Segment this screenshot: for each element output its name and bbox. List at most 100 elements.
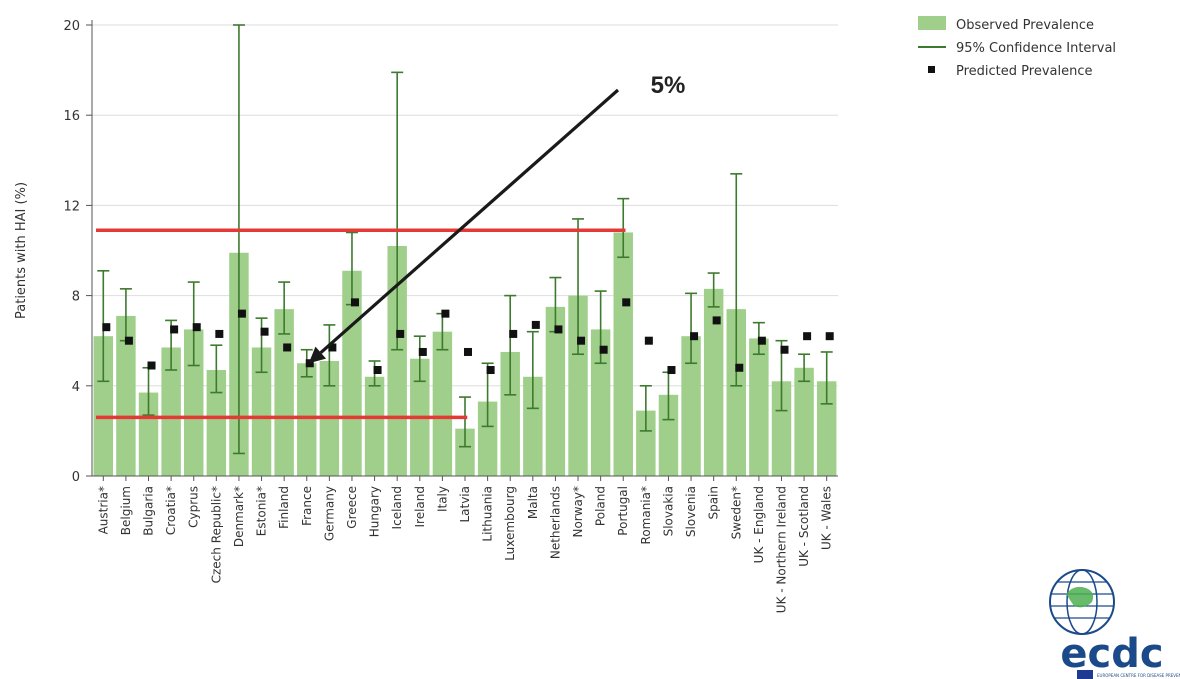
predicted-point-27: [712, 316, 721, 325]
x-tick-label: Hungary: [368, 486, 382, 537]
x-tick-label: Portugal: [616, 486, 630, 536]
x-tick-label: France: [300, 486, 314, 526]
bar-5: [206, 370, 227, 476]
bar-24: [636, 410, 656, 476]
legend-swatch-point: [928, 66, 935, 73]
gridlines: [92, 24, 838, 387]
bar-23: [613, 232, 633, 476]
predicted-point-7: [260, 327, 269, 336]
bar-26: [681, 336, 701, 476]
arrow-head: [308, 346, 327, 364]
axes: 0 4 8 12 16 20 Patients with HAI (%) Austria* Be…: [14, 19, 838, 613]
x-tick-label: Germany: [322, 486, 336, 541]
predicted-point-19: [531, 320, 540, 329]
predicted-point-11: [350, 298, 359, 307]
predicted-point-22: [599, 345, 608, 354]
bar-3: [161, 347, 181, 476]
predicted-point-21: [577, 336, 586, 345]
y-axis-label: Patients with HAI (%): [14, 182, 29, 319]
x-tick-label: Malta: [526, 486, 540, 519]
globe-meridian: [1066, 569, 1098, 635]
x-tick-label: Bulgaria: [142, 486, 156, 536]
bar-29: [749, 338, 769, 476]
x-tick-label: Luxembourg: [503, 486, 517, 561]
confidence-intervals: [97, 24, 833, 455]
legend-label: Predicted Prevalence: [956, 64, 1092, 79]
x-tick-label: UK - Wales: [820, 486, 834, 550]
predicted-point-4: [192, 323, 201, 332]
x-tick-label: UK - Scotland: [797, 486, 811, 567]
predicted-points: [102, 298, 834, 375]
legend-swatch-bar: [918, 16, 946, 30]
legend-label: Observed Prevalence: [956, 18, 1094, 33]
bar-1: [116, 315, 136, 476]
x-tick-label: Spain: [707, 486, 721, 520]
bar-31: [794, 367, 814, 476]
bar-25: [658, 394, 679, 476]
bar-2: [138, 392, 159, 476]
y-tick-label: 20: [63, 19, 80, 34]
bar-12: [364, 376, 385, 476]
x-tick-label: Estonia*: [255, 486, 269, 536]
predicted-point-16: [464, 347, 472, 356]
y-tick-label: 16: [63, 109, 80, 124]
x-tick-label: Denmark*: [232, 486, 246, 547]
predicted-point-6: [237, 309, 246, 318]
legend-label: 95% Confidence Interval: [956, 41, 1116, 56]
callout-label: 5%: [651, 72, 686, 99]
x-tick-label: Finland: [277, 486, 291, 529]
predicted-point-24: [644, 336, 653, 345]
legend: Observed Prevalence 95% Confidence Interv…: [918, 16, 1116, 79]
predicted-point-3: [170, 325, 179, 334]
predicted-point-29: [757, 336, 766, 345]
predicted-point-15: [441, 309, 450, 318]
eu-flag-icon: [1077, 670, 1093, 679]
bar-18: [500, 351, 520, 476]
logo-tagline: EUROPEAN CENTRE FOR DISEASE PREVENTION A…: [1097, 673, 1180, 678]
predicted-point-32: [825, 332, 834, 341]
x-tick-label: Norway*: [571, 486, 585, 538]
y-tick-label: 0: [72, 470, 80, 485]
predicted-point-10: [328, 343, 337, 352]
predicted-point-8: [283, 343, 292, 352]
x-tick-label: Slovenia: [684, 486, 698, 537]
bar-16: [455, 428, 475, 476]
predicted-point-1: [124, 336, 133, 345]
bar-15: [432, 331, 453, 476]
y-tick-label: 8: [72, 290, 80, 305]
predicted-point-17: [486, 366, 495, 375]
x-tick-label: Latvia: [458, 486, 472, 523]
x-tick-label: Slovakia: [661, 486, 675, 536]
x-tick-label: Poland: [594, 486, 608, 526]
predicted-point-2: [147, 361, 156, 370]
predicted-point-20: [554, 325, 563, 334]
x-tick-label: Greece: [345, 486, 359, 529]
bar-27: [703, 288, 724, 476]
bar-30: [771, 381, 792, 476]
y-tick-label: 4: [72, 380, 80, 395]
x-tick-label: Sweden*: [729, 486, 743, 539]
globe-land: [1066, 586, 1094, 608]
x-tick-label: Austria*: [96, 486, 110, 534]
predicted-point-9: [305, 359, 314, 368]
x-tick-label: Ireland: [413, 486, 427, 528]
predicted-point-25: [667, 366, 676, 375]
x-tick-label: Lithuania: [481, 486, 495, 542]
reference-lines: [96, 228, 626, 420]
x-tick-label: Belgium: [119, 486, 133, 535]
y-tick-label: 12: [63, 199, 80, 214]
bar-32: [816, 381, 837, 476]
predicted-point-12: [373, 366, 382, 375]
x-tick-label: Iceland: [390, 486, 404, 529]
arrow-shaft: [319, 88, 620, 354]
predicted-point-31: [803, 332, 812, 341]
predicted-point-23: [622, 298, 631, 307]
predicted-point-28: [735, 363, 744, 372]
predicted-point-0: [102, 323, 111, 332]
predicted-point-5: [215, 329, 224, 338]
predicted-point-26: [690, 332, 699, 341]
bar-7: [251, 347, 272, 476]
annotation: 5%: [308, 72, 686, 364]
x-tick-label: UK - England: [752, 486, 766, 563]
